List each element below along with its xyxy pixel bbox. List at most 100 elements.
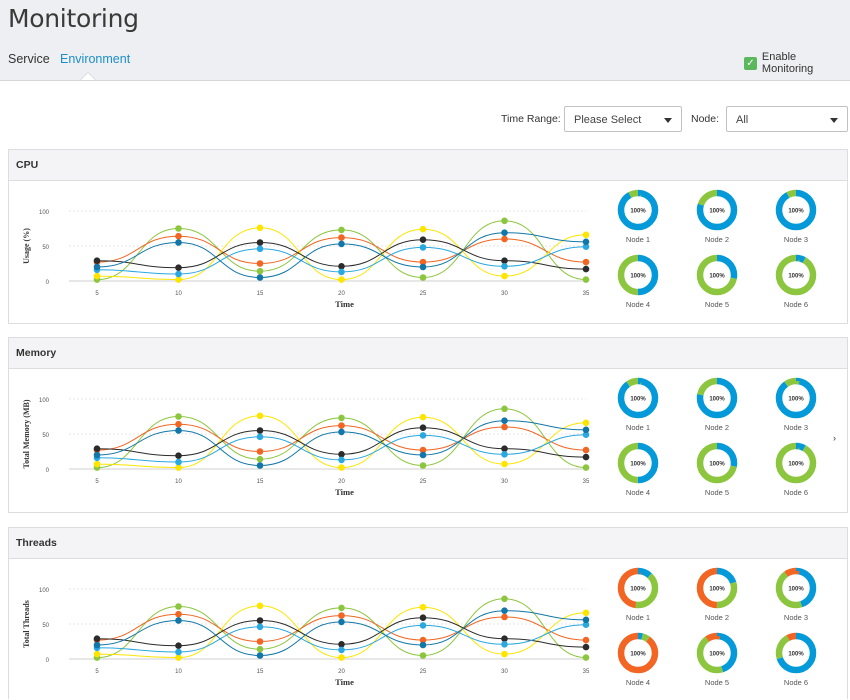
data-point [582, 453, 590, 461]
donut-2 [696, 377, 738, 419]
data-point [338, 456, 345, 464]
donut-segment [775, 632, 817, 674]
threads-panel: Threads 0 50 100 5 10 15 20 25 30 35 Time Total Thr… [8, 527, 848, 699]
node-select[interactable]: All [726, 106, 848, 132]
donut-1 [617, 189, 659, 231]
data-point [256, 645, 264, 653]
x-tick-label: 35 [583, 479, 590, 485]
node-name: Node 4 [626, 678, 650, 687]
data-point [256, 638, 264, 645]
donut-5 [696, 442, 738, 484]
x-tick-label: 15 [257, 669, 264, 675]
data-point [419, 641, 427, 649]
x-tick-label: 15 [257, 479, 264, 485]
x-tick-label: 10 [175, 479, 182, 485]
y-tick-label: 0 [46, 468, 50, 474]
donut-center-label: 100% [630, 462, 646, 468]
data-point [419, 462, 427, 469]
data-point [256, 245, 264, 253]
data-point [582, 431, 590, 438]
node-select-value: All [736, 114, 749, 126]
time-range-label: Time Range: [501, 113, 561, 125]
data-point [338, 414, 345, 422]
x-tick-label: 30 [501, 291, 508, 297]
x-axis-label: Time [335, 677, 354, 687]
data-point [175, 264, 182, 271]
data-point [175, 276, 182, 283]
data-point [175, 603, 182, 610]
donut-segment [696, 632, 738, 674]
donut-4 [617, 632, 659, 674]
data-point [338, 422, 345, 429]
donut-2 [696, 567, 738, 609]
donut-segment [617, 442, 659, 484]
tab-service[interactable]: Service [8, 52, 50, 66]
data-point [419, 236, 427, 243]
enable-monitoring-toggle[interactable]: ✓ Enable Monitoring [744, 51, 850, 75]
data-point [582, 276, 590, 283]
x-tick-label: 5 [95, 291, 99, 297]
donut-center-label: 100% [788, 462, 804, 468]
x-tick-label: 20 [338, 291, 345, 297]
data-point [501, 451, 508, 458]
donut-segment [775, 377, 817, 419]
data-point [175, 458, 182, 466]
x-tick-label: 15 [257, 291, 264, 297]
data-point [338, 276, 345, 283]
donut-5 [696, 632, 738, 674]
donut-segment [775, 567, 817, 609]
node-name: Node 4 [626, 488, 650, 497]
donut-segment [617, 254, 659, 296]
donut-center-label: 100% [709, 587, 725, 593]
donut-center-label: 100% [788, 397, 804, 403]
data-point [256, 455, 264, 463]
donut-3 [775, 377, 817, 419]
enable-monitoring-label: Enable Monitoring [761, 51, 814, 75]
x-tick-label: 35 [583, 669, 590, 675]
x-tick-label: 20 [338, 669, 345, 675]
donut-segment [775, 254, 817, 296]
donut-segment [617, 632, 659, 674]
node-name: Node 3 [784, 613, 808, 622]
data-point [93, 635, 101, 642]
page-title: Monitoring [8, 4, 139, 33]
donut-4 [617, 442, 659, 484]
data-point [582, 419, 590, 427]
memory-chart: 0 50 100 5 10 15 20 25 30 35 Time Total Memory (MB)… [22, 377, 817, 497]
donut-segment [696, 567, 738, 609]
data-point [256, 427, 264, 434]
data-point [501, 423, 508, 431]
panel-title: Memory [9, 338, 847, 369]
donut-segment [775, 567, 817, 609]
donut-segment [617, 377, 659, 419]
data-point [175, 270, 182, 278]
data-point [582, 231, 590, 239]
y-tick-label: 0 [46, 658, 50, 664]
node-name: Node 6 [784, 678, 808, 687]
x-tick-label: 20 [338, 479, 345, 485]
panel-title: CPU [9, 150, 847, 181]
tab-environment[interactable]: Environment [60, 52, 131, 66]
data-point [175, 225, 182, 232]
donut-center-label: 100% [709, 652, 725, 658]
checkbox-checked-icon[interactable]: ✓ [744, 56, 757, 70]
data-point [501, 650, 508, 658]
data-point [175, 413, 182, 420]
data-point [256, 448, 264, 455]
data-point [93, 263, 101, 271]
time-range-select[interactable]: Please Select [564, 106, 682, 132]
data-point [501, 257, 508, 264]
data-point [338, 226, 345, 234]
data-point [256, 239, 264, 246]
data-point [175, 232, 182, 240]
donut-6 [775, 254, 817, 296]
data-point [93, 451, 101, 459]
data-point [338, 451, 345, 458]
donut-center-label: 100% [788, 652, 804, 658]
data-point [582, 654, 590, 661]
y-axis-label: Total Memory (MB) [22, 399, 31, 468]
node-name: Node 1 [626, 235, 650, 244]
data-point [582, 643, 590, 651]
donut-6 [775, 632, 817, 674]
donut-center-label: 100% [788, 274, 804, 280]
